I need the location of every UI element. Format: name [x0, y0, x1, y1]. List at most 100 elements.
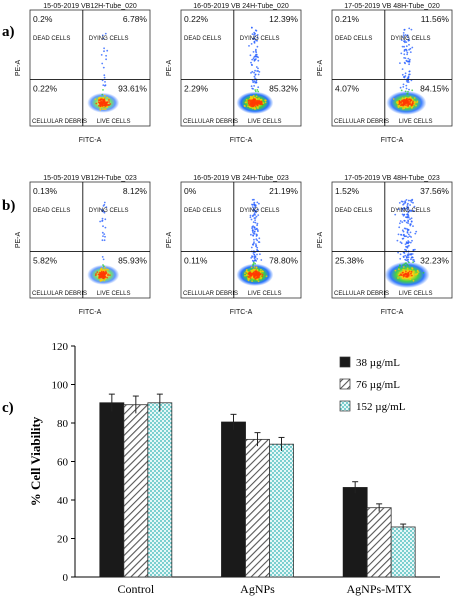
event-dot: [407, 264, 409, 267]
event-dot: [101, 276, 103, 279]
panel-title: 16-05-2019 VB 24H-Tube_023: [193, 175, 289, 182]
event-dot: [262, 102, 265, 104]
event-dot: [408, 261, 410, 264]
event-dot: [106, 49, 109, 52]
event-dot: [409, 96, 412, 98]
event-dot: [404, 265, 407, 268]
event-dot: [412, 100, 414, 103]
event-dot: [399, 257, 402, 260]
event-dot: [252, 232, 255, 235]
event-dot: [102, 89, 104, 91]
event-dot: [256, 201, 259, 204]
event-dot: [252, 244, 255, 246]
event-dot: [253, 268, 256, 271]
event-dot: [249, 274, 251, 277]
event-dot: [104, 235, 106, 238]
cellular-debris-label: CELLULAR DEBRIS: [32, 119, 87, 125]
event-dot: [250, 257, 253, 259]
event-dot: [253, 42, 256, 44]
event-dot: [409, 241, 412, 244]
flow-panel-1: 15-05-2019 VB12H-Tube_020 0.2% 6.78% 0.22% 9…: [15, 3, 151, 144]
live-cells-label: LIVE CELLS: [248, 119, 282, 125]
category-label: AgNPs-MTX: [346, 582, 412, 596]
event-dot: [99, 101, 102, 104]
y-axis-label: PE-A: [15, 60, 22, 77]
event-dot: [99, 275, 102, 278]
event-dot: [254, 77, 256, 80]
event-dot: [256, 253, 258, 256]
y-tick-label: 100: [52, 380, 69, 392]
event-dot: [103, 50, 105, 53]
event-dot: [399, 264, 401, 267]
event-cloud: [87, 32, 120, 113]
event-dot: [400, 89, 403, 92]
event-dot: [244, 105, 246, 108]
event-dot: [249, 54, 252, 57]
event-dot: [404, 243, 407, 246]
event-dot: [406, 97, 408, 100]
event-dot: [404, 201, 407, 204]
event-dot: [105, 104, 108, 107]
event-dot: [253, 257, 256, 260]
event-dot: [98, 104, 100, 107]
y-axis-label: PE-A: [166, 232, 173, 249]
bar: [245, 438, 270, 578]
event-dot: [260, 276, 263, 279]
quadrant-lr-percent: 85.93%: [118, 256, 147, 266]
event-dot: [254, 255, 257, 258]
event-dot: [249, 277, 252, 279]
cell-viability-bar-chart: 0 20 40 60 80 100 120 % Cell Viability Control Ag…: [28, 341, 440, 596]
event-dot: [254, 69, 256, 72]
event-cloud: [87, 201, 120, 285]
event-dot: [103, 279, 106, 282]
event-dot: [255, 39, 257, 42]
event-dot: [401, 221, 404, 224]
event-dot: [410, 258, 412, 261]
event-dot: [104, 218, 107, 221]
event-dot: [250, 246, 253, 249]
event-dot: [409, 199, 412, 202]
event-dot: [103, 105, 105, 108]
event-dot: [255, 276, 258, 279]
event-dot: [253, 230, 256, 233]
event-dot: [403, 233, 405, 236]
quadrant-lr-percent: 78.80%: [269, 256, 298, 266]
event-dot: [245, 99, 248, 101]
event-dot: [256, 268, 259, 271]
event-dot: [403, 99, 406, 101]
event-dot: [253, 226, 256, 228]
event-dot: [253, 96, 256, 99]
row-label-c: c): [2, 400, 14, 416]
event-dot: [407, 102, 410, 105]
event-dot: [400, 101, 402, 104]
event-dot: [411, 256, 414, 259]
event-dot: [406, 51, 409, 54]
quadrant-ur-percent: 37.56%: [420, 186, 449, 196]
event-dot: [106, 101, 109, 103]
event-dot: [407, 60, 410, 63]
row-label-b: b): [2, 198, 15, 214]
event-dot: [257, 90, 260, 93]
event-dot: [253, 276, 256, 278]
event-dot: [101, 93, 104, 96]
event-dot: [256, 102, 259, 105]
y-tick-label: 20: [57, 534, 69, 546]
legend: 38 µg/mL 76 µg/mL 152 µg/mL: [339, 356, 406, 413]
event-dot: [255, 266, 258, 268]
event-dot: [99, 108, 102, 110]
event-dot: [101, 101, 103, 103]
event-dot: [409, 47, 412, 50]
panel-title: 16-05-2019 VB 24H-Tube_020: [193, 3, 289, 10]
event-dot: [252, 234, 255, 237]
event-dot: [416, 100, 419, 103]
event-dot: [256, 278, 259, 281]
panel-title: 15-05-2019 VB12H-Tube_023: [43, 175, 137, 182]
event-dot: [401, 277, 404, 280]
event-dot: [101, 34, 104, 37]
event-dot: [249, 103, 252, 105]
event-dot: [104, 81, 106, 83]
quadrant-ul-percent: 0.21%: [335, 14, 360, 24]
event-cloud: [384, 198, 430, 288]
event-dot: [404, 220, 406, 222]
flow-panel-6: 17-05-2019 VB 48H-Tube_023 1.52% 37.56% 25.…: [317, 175, 453, 316]
